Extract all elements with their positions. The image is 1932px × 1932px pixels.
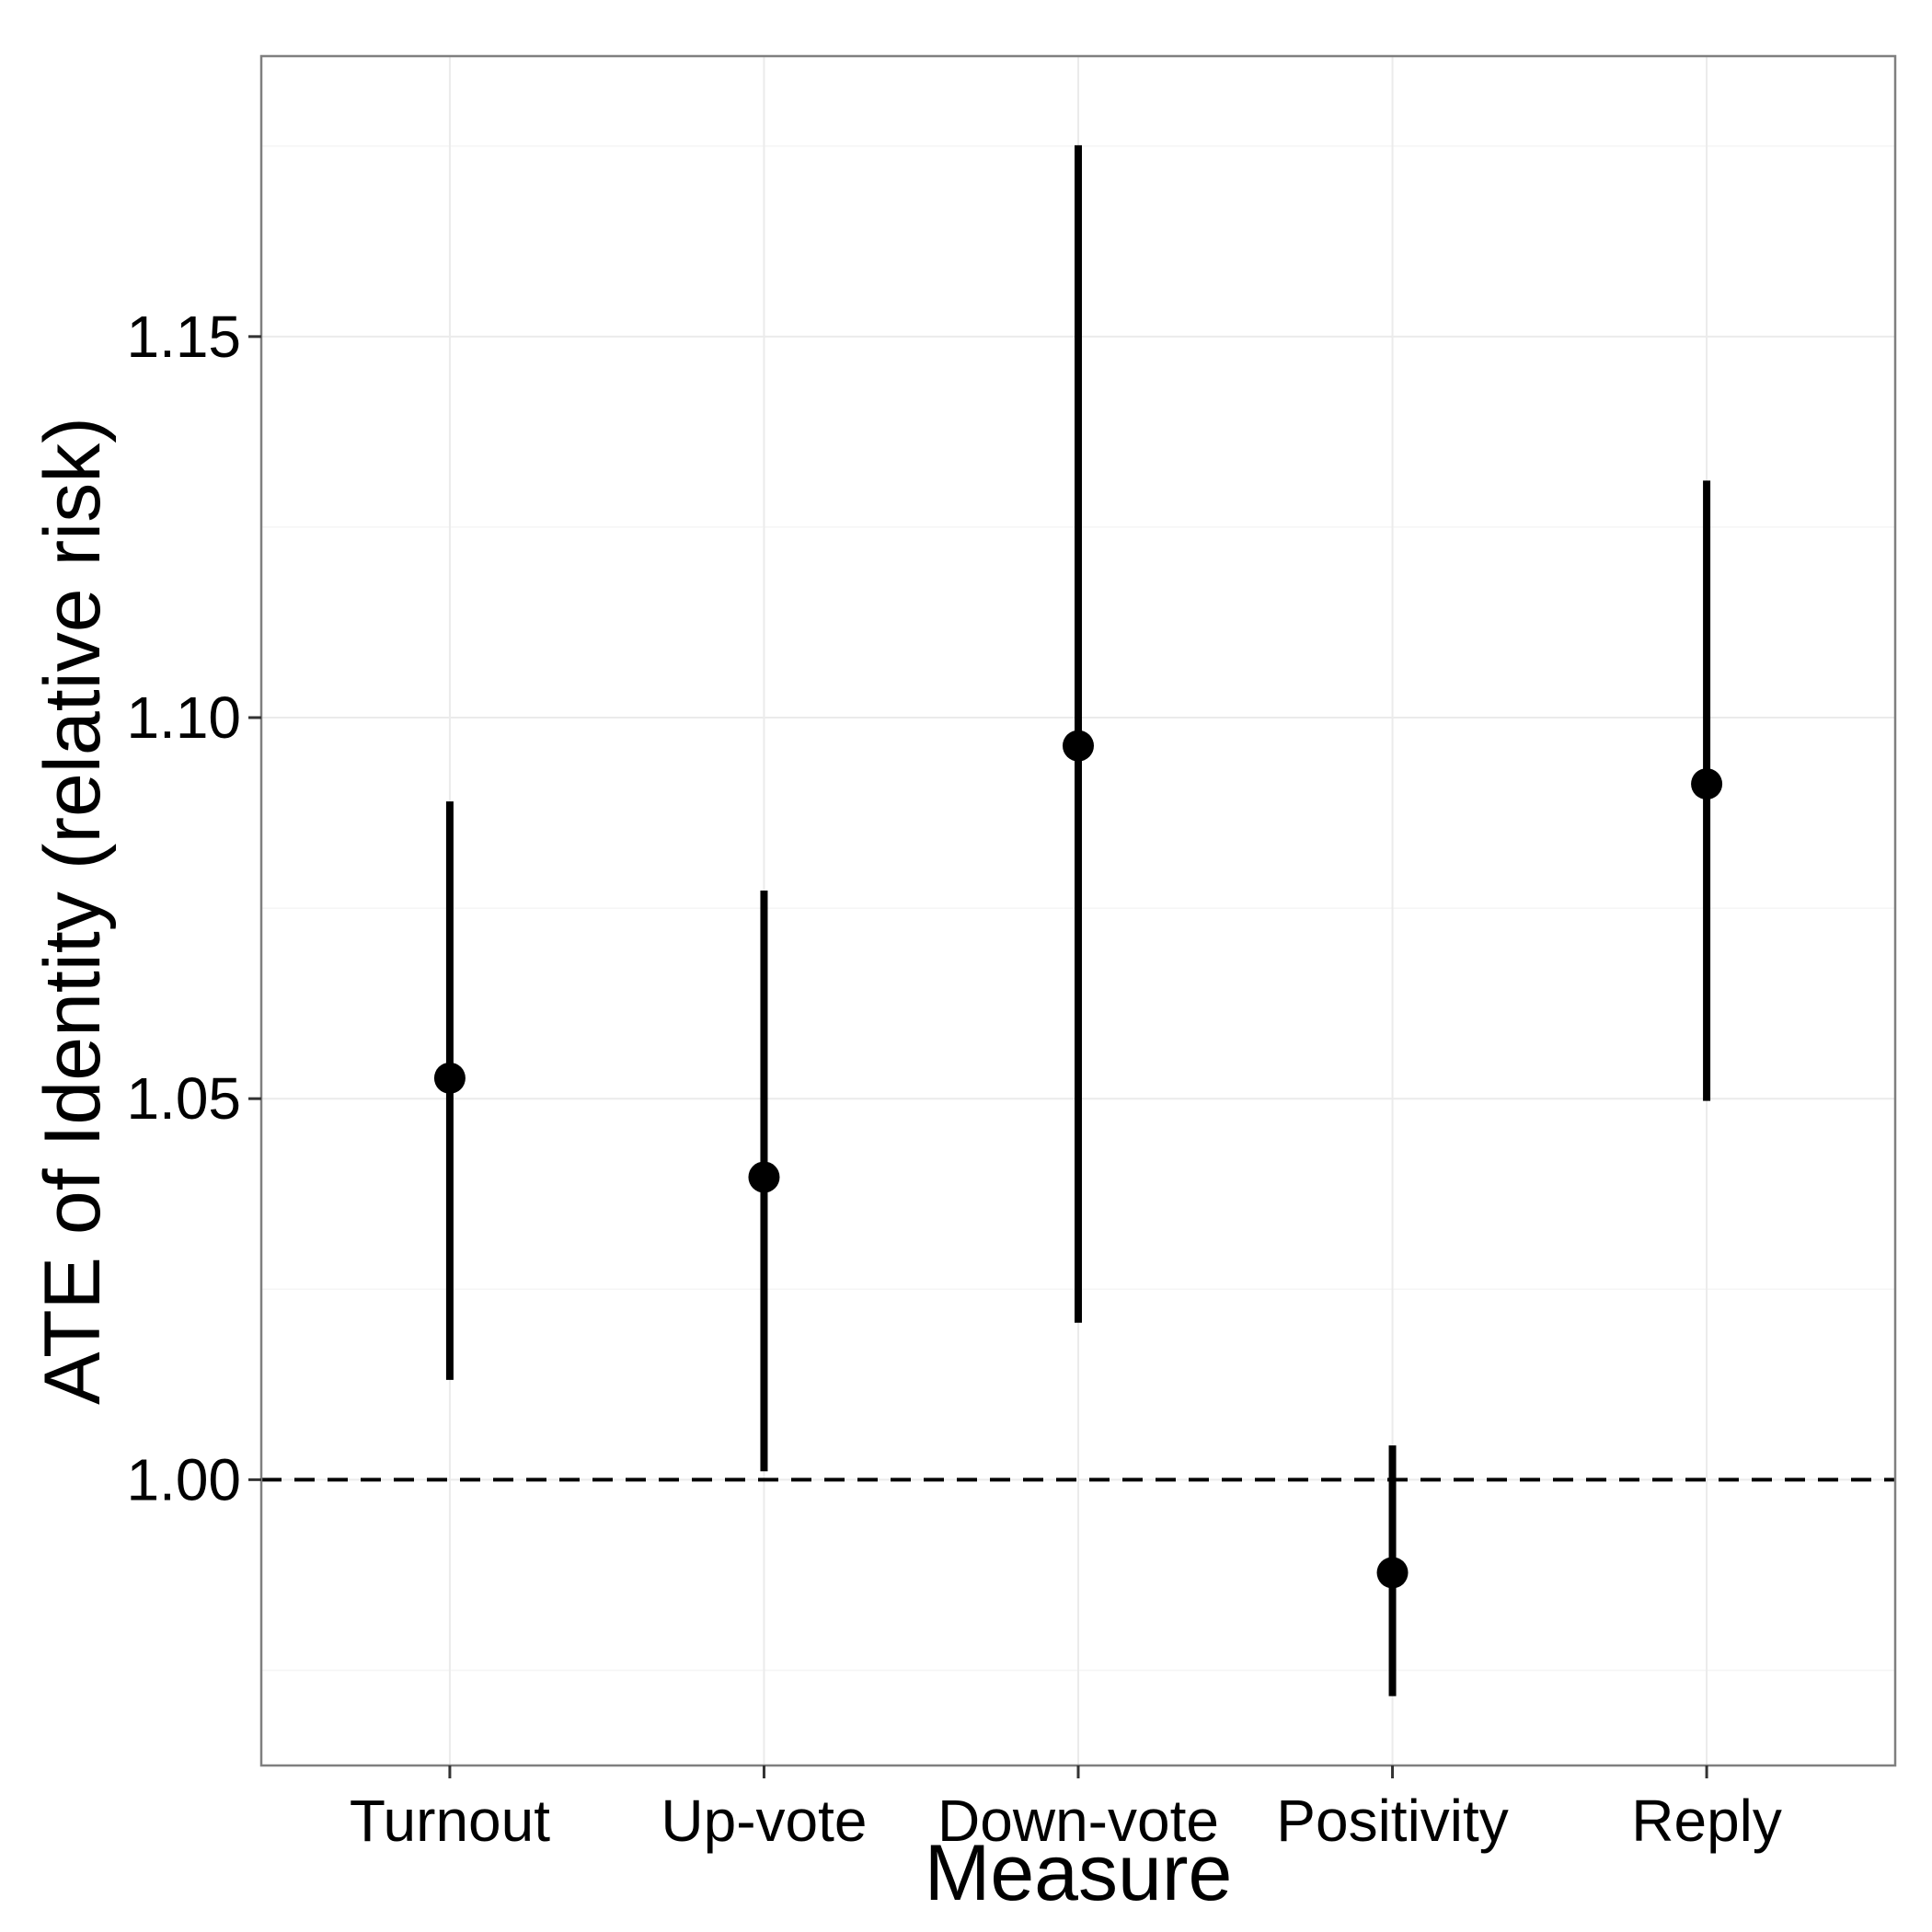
marks <box>433 144 1723 1696</box>
x-tick-label: Reply <box>1631 1788 1782 1854</box>
point-down-vote <box>1063 730 1094 762</box>
x-tick-label: Down-vote <box>937 1788 1219 1854</box>
y-axis-title: ATE of Identity (relative risk) <box>29 417 117 1405</box>
x-axis-title: Measure <box>925 1829 1233 1917</box>
y-tick-label: 1.05 <box>126 1065 241 1132</box>
x-tick-label: Positivity <box>1276 1788 1509 1854</box>
x-tick-label: Up-vote <box>661 1788 867 1854</box>
y-tick-label: 1.15 <box>126 304 241 370</box>
point-turnout <box>433 1062 466 1094</box>
y-tick-label: 1.10 <box>126 684 241 751</box>
point-up-vote <box>748 1161 780 1193</box>
point-positivity <box>1376 1557 1409 1589</box>
y-tick-label: 1.00 <box>126 1446 241 1512</box>
point-reply <box>1691 768 1723 800</box>
x-tick-label: Turnout <box>350 1788 550 1854</box>
axes: 1.00 1.05 1.10 1.15 Turnout Up-vote Down-vote P… <box>126 304 1781 1854</box>
